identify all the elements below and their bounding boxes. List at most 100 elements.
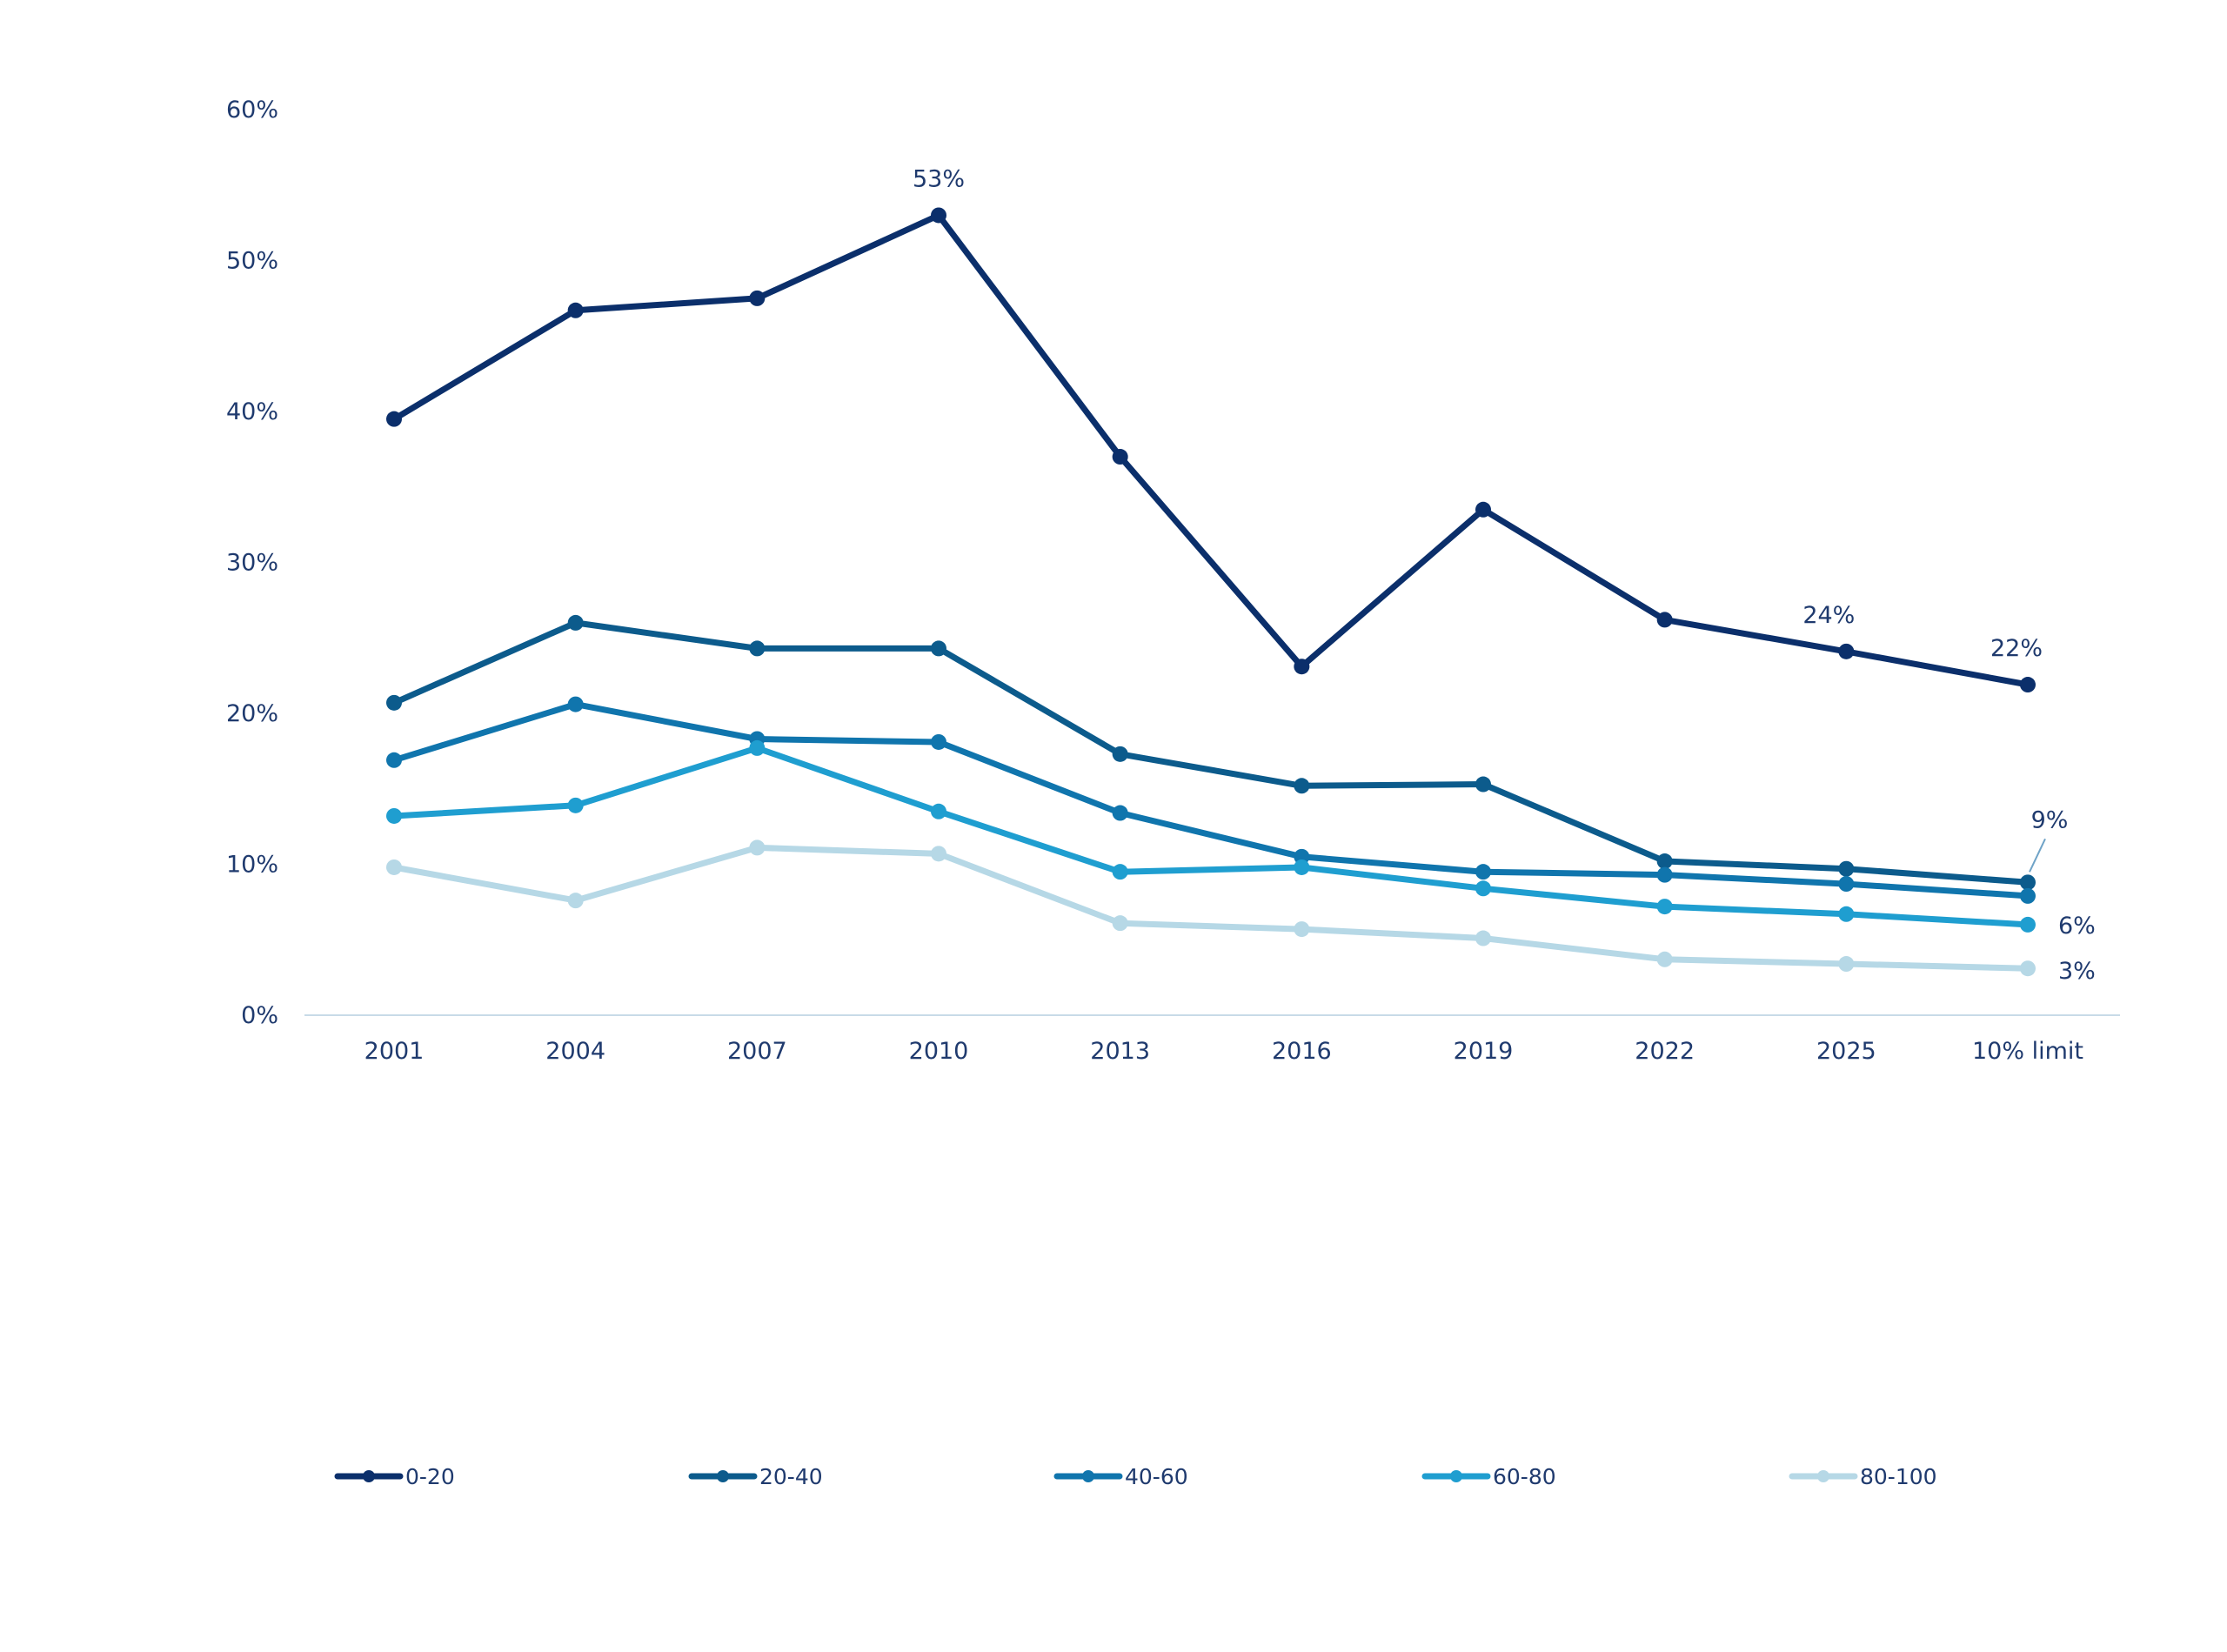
data-point [1112,864,1128,880]
data-point [1838,876,1855,893]
annotation-leader-line [2029,838,2046,873]
data-point [931,846,946,862]
legend: 0-20 20-40 40-60 60-80 80-100 [334,1464,1937,1489]
data-label: 9% [2031,806,2069,833]
x-tick-label: 2007 [727,1038,787,1065]
data-point [386,694,402,711]
data-point [931,207,946,224]
data-point [1475,880,1491,897]
data-point [931,640,946,657]
data-point [567,797,584,813]
legend-label: 0-20 [405,1464,455,1489]
data-point [567,302,584,318]
data-point [931,803,946,819]
data-point [1838,643,1855,659]
data-point [1294,778,1310,794]
y-tick-label: 50% [226,248,278,275]
series-layer [386,207,2036,977]
series-line [391,212,2031,688]
data-point [749,739,766,756]
legend-swatch-marker [1082,1470,1094,1482]
data-point [386,411,402,427]
x-tick-label: 2004 [545,1038,605,1065]
x-tick-label: 2010 [909,1038,969,1065]
legend-swatch-marker [1450,1470,1462,1482]
data-point [1838,906,1855,922]
data-point [386,752,402,768]
y-tick-label: 40% [226,398,278,425]
data-point [749,640,766,657]
data-point [1294,921,1310,938]
data-point [567,893,584,909]
data-point [1112,805,1128,821]
legend-swatch-marker [363,1470,375,1482]
data-label: 3% [2058,958,2096,985]
y-tick-label: 60% [226,97,278,124]
legend-label: 20-40 [759,1464,823,1489]
x-tick-label: 2019 [1454,1038,1514,1065]
legend-item-40-60: 40-60 [1053,1464,1188,1489]
data-point [386,807,402,824]
x-tick-label: 2022 [1635,1038,1695,1065]
series-80-100 [386,839,2036,977]
x-tick-label: 2016 [1272,1038,1332,1065]
data-point [749,290,766,306]
data-point [2020,916,2036,933]
series-60-80 [386,739,2036,933]
data-point [2020,887,2036,904]
data-point [2020,960,2036,977]
series-0-20 [386,207,2036,693]
data-point [1112,915,1128,932]
y-axis-ticks: 0% 10% 20% 30% 40% 50% 60% [226,97,278,1029]
data-point [2020,874,2036,891]
legend-item-20-40: 20-40 [688,1464,823,1489]
x-tick-label: 2001 [364,1038,425,1065]
data-point [1656,951,1673,967]
x-tick-label: 2025 [1816,1038,1876,1065]
data-point [1475,776,1491,793]
series-line [391,619,2031,886]
data-label: 22% [1990,635,2043,662]
series-line [391,844,2031,972]
series-line [391,745,2031,928]
y-tick-label: 30% [226,550,278,577]
x-tick-label: 10% limit [1972,1038,2083,1065]
annotation-layer: 53% 24% 22% 9% 6% 3% [913,165,2096,985]
legend-label: 40-60 [1125,1464,1188,1489]
legend-swatch-marker [717,1470,729,1482]
data-point [749,839,766,856]
data-point [1656,612,1673,628]
data-point [1112,449,1128,465]
data-point [931,733,946,750]
data-point [1294,659,1310,675]
x-tick-label: 2013 [1090,1038,1150,1065]
legend-label: 80-100 [1860,1464,1937,1489]
data-point [1838,860,1855,877]
y-tick-label: 10% [226,852,278,879]
series-40-60 [386,696,2036,904]
x-axis-ticks: 2001 2004 2007 2010 2013 2016 2019 2022 2025 10% … [364,1038,2083,1065]
data-point [2020,677,2036,693]
legend-label: 60-80 [1493,1464,1556,1489]
data-point [1294,859,1310,875]
data-point [386,859,402,875]
data-point [1112,746,1128,762]
data-point [1475,930,1491,946]
data-point [1475,864,1491,880]
data-label: 53% [913,165,965,192]
series-line [391,701,2031,900]
series-20-40 [386,614,2036,891]
data-point [1838,956,1855,973]
data-point [567,614,584,631]
legend-item-80-100: 80-100 [1789,1464,1937,1489]
data-label: 24% [1802,602,1855,629]
data-point [1656,853,1673,870]
legend-item-0-20: 0-20 [334,1464,455,1489]
legend-swatch-marker [1817,1470,1829,1482]
y-tick-label: 20% [226,700,278,727]
legend-item-60-80: 60-80 [1421,1464,1556,1489]
data-point [1475,501,1491,518]
y-tick-label: 0% [241,1002,278,1029]
